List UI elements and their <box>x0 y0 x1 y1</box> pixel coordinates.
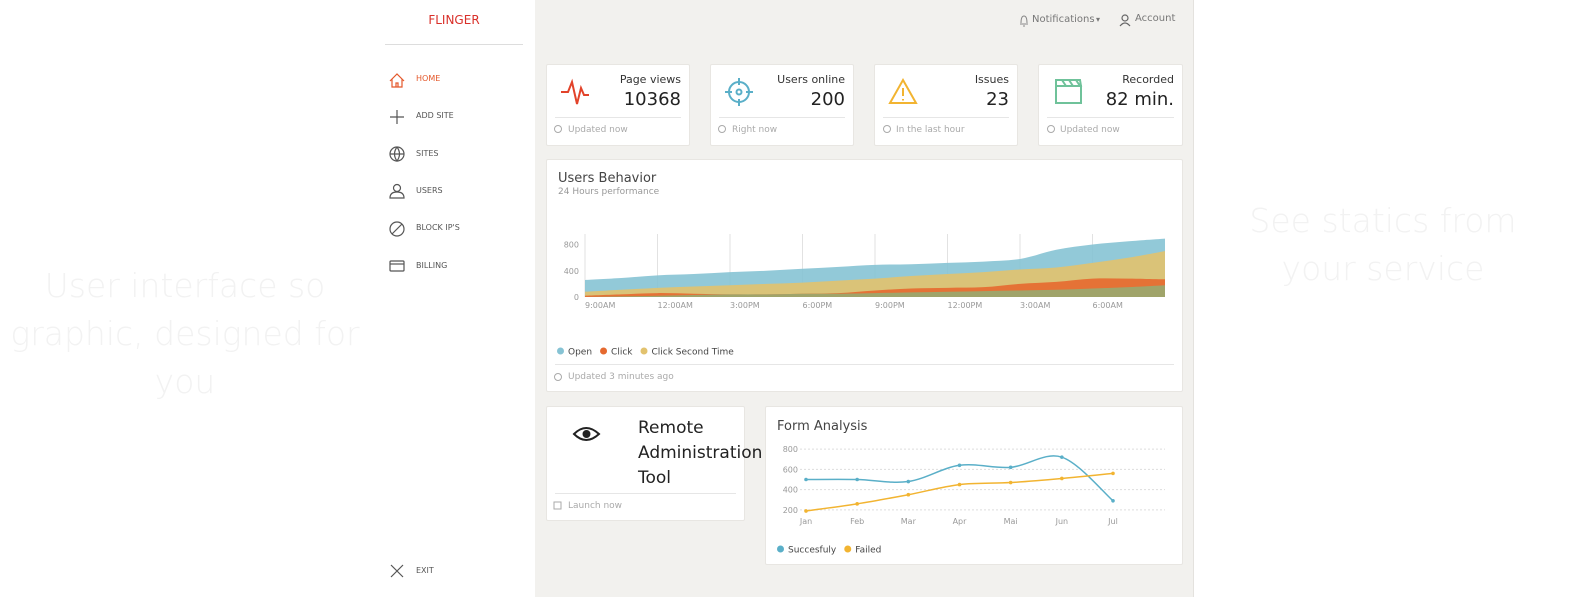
x-tick-label: Mar <box>901 517 917 526</box>
hero-right: See statics from your service <box>1249 201 1517 288</box>
y-tick-label: 200 <box>783 506 798 515</box>
footer-icons <box>553 125 1055 510</box>
x-tick-label: 9:00PM <box>875 301 905 310</box>
legend-marker <box>640 347 648 355</box>
x-tick-label: Feb <box>850 517 864 526</box>
menu-item[interactable]: BILLING <box>416 261 448 270</box>
point <box>957 482 962 487</box>
y-tick-label: 400 <box>783 486 798 495</box>
y-tick-label: 800 <box>564 241 579 250</box>
x-tick-label: Mai <box>1004 517 1018 526</box>
separator <box>555 364 1174 365</box>
stat-footer: Updated now <box>568 125 628 135</box>
menu-item[interactable]: USERS <box>416 186 443 195</box>
point <box>906 492 911 497</box>
stat-footer: Updated now <box>1060 125 1120 135</box>
legend-label: Click Second Time <box>652 348 735 358</box>
x-tick-label: 6:00AM <box>1093 301 1123 310</box>
point <box>1111 471 1115 476</box>
x-tick-label: 3:00PM <box>730 301 760 310</box>
stat-title: Recorded <box>1122 73 1174 86</box>
point <box>804 477 808 482</box>
point <box>855 502 859 506</box>
point <box>855 477 859 482</box>
menu-item[interactable]: EXIT <box>416 566 434 575</box>
separator <box>555 117 681 118</box>
account[interactable]: Account <box>1135 13 1176 24</box>
legend-marker <box>600 347 608 355</box>
x-tick-label: Jun <box>1055 517 1069 526</box>
separator <box>1047 117 1174 118</box>
legend-label: Open <box>568 348 592 358</box>
remote-title: Remote Administration Tool <box>638 418 763 488</box>
stat-card: Recorded 82 min. Updated now <box>1038 64 1183 146</box>
y-tick-label: 800 <box>783 445 798 454</box>
legend-label: Succesfuly <box>788 546 837 556</box>
separator <box>555 493 736 494</box>
chart-subtitle: 24 Hours performance <box>558 187 660 197</box>
remote-card: Remote Administration Tool Launch now <box>546 406 762 521</box>
divider <box>385 44 523 45</box>
point <box>1111 499 1115 503</box>
sidebar: FLINGER <box>385 0 535 600</box>
stat-footer: In the last hour <box>896 125 965 135</box>
menu-item[interactable]: SITES <box>416 149 439 158</box>
x-tick-label: Jul <box>1107 517 1118 526</box>
menu-icons <box>389 14 1131 578</box>
stat-card: Issues 23 In the last hour <box>874 64 1018 146</box>
y-tick-label: 400 <box>564 267 579 276</box>
point <box>804 509 808 513</box>
stat-value: 23 <box>986 89 1009 110</box>
chart-card: Form Analysis <box>765 406 1183 565</box>
legend-label: Failed <box>855 546 881 556</box>
menu-item[interactable]: HOME <box>416 74 441 83</box>
point <box>1060 476 1064 481</box>
stat-card: Users online 200 Right now <box>710 64 854 146</box>
legend-marker <box>777 545 784 553</box>
stat-title: Users online <box>777 73 845 86</box>
legend-marker <box>844 545 852 553</box>
stat-icons <box>561 77 1083 441</box>
x-tick-label: Jan <box>799 517 812 526</box>
x-tick-label: Apr <box>953 517 968 526</box>
x-tick-label: 12:00AM <box>658 301 694 310</box>
stat-value: 82 min. <box>1105 89 1174 110</box>
y-tick-label: 0 <box>574 293 579 302</box>
point <box>1060 455 1064 459</box>
separator <box>883 117 1009 118</box>
point <box>957 463 962 468</box>
point <box>1008 465 1013 470</box>
notifications[interactable]: Notifications <box>1032 14 1095 25</box>
x-tick-label: 3:00AM <box>1020 301 1050 310</box>
menu-item[interactable]: BLOCK IP'S <box>416 223 460 232</box>
stat-card: Page views 10368 Updated now <box>546 64 690 146</box>
area <box>585 285 1165 297</box>
dropdown-caret: ▾ <box>1096 15 1101 24</box>
x-tick-label: 6:00PM <box>803 301 833 310</box>
stat-footer: Right now <box>732 125 778 135</box>
separator <box>719 117 845 118</box>
y-tick-label: 600 <box>783 465 798 474</box>
point <box>1008 480 1013 485</box>
hero-left: User interface so graphic, designed for … <box>10 266 360 401</box>
stat-value: 200 <box>810 89 845 110</box>
legend-label: Click <box>611 348 633 358</box>
stat-title: Page views <box>619 73 681 86</box>
chart-title: Form Analysis <box>777 419 868 434</box>
x-tick-label: 9:00AM <box>585 301 615 310</box>
stat-title: Issues <box>974 73 1009 86</box>
x-tick-label: 12:00PM <box>948 301 983 310</box>
legend-marker <box>557 347 564 355</box>
brand[interactable]: FLINGER <box>428 13 480 27</box>
remote-action[interactable]: Launch now <box>568 501 623 511</box>
chart-title: Users Behavior <box>558 171 657 186</box>
chart-footer: Updated 3 minutes ago <box>568 372 674 382</box>
stat-value: 10368 <box>623 89 681 110</box>
point <box>906 479 911 484</box>
menu-item[interactable]: ADD SITE <box>416 111 454 120</box>
